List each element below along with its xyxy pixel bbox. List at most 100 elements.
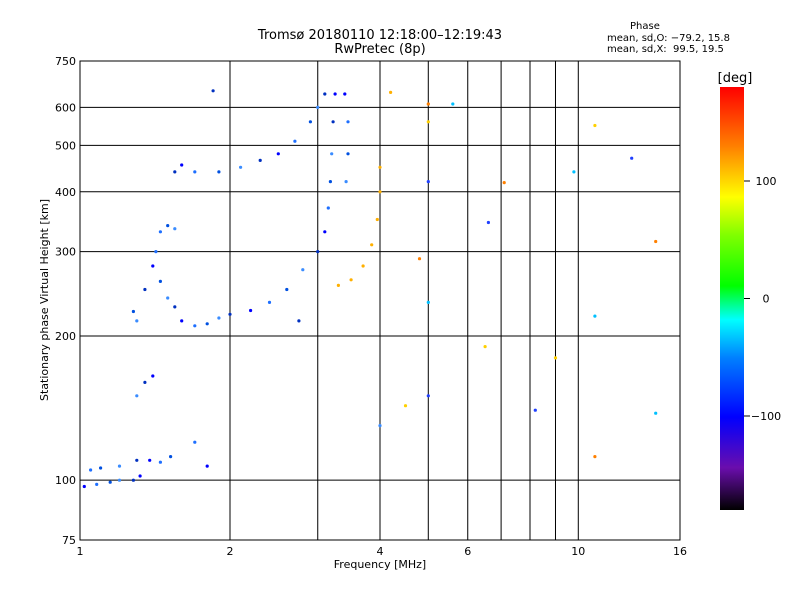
y-tick-label: 200 bbox=[55, 330, 76, 343]
data-point bbox=[154, 250, 158, 254]
data-point bbox=[654, 239, 658, 244]
data-point bbox=[316, 250, 320, 254]
data-point bbox=[326, 206, 330, 210]
chart-subtitle: RwPretec (8p) bbox=[334, 42, 426, 57]
data-point bbox=[158, 460, 162, 464]
y-axis-label: Stationary phase Virtual Height [km] bbox=[38, 199, 51, 401]
data-point bbox=[158, 279, 162, 283]
data-point bbox=[483, 345, 487, 349]
data-point bbox=[330, 152, 334, 156]
y-tick-label: 750 bbox=[55, 55, 76, 68]
data-point bbox=[502, 181, 506, 185]
data-point bbox=[166, 296, 170, 300]
data-point bbox=[361, 264, 365, 268]
data-point bbox=[630, 156, 634, 160]
data-point bbox=[301, 268, 305, 272]
data-point bbox=[217, 316, 221, 320]
data-point bbox=[193, 324, 197, 328]
data-point bbox=[135, 458, 139, 462]
data-point bbox=[316, 105, 320, 109]
data-point bbox=[138, 474, 142, 478]
data-point bbox=[323, 230, 327, 234]
data-point bbox=[131, 309, 135, 314]
data-point bbox=[293, 139, 297, 143]
y-tick-label: 500 bbox=[55, 139, 76, 152]
data-point bbox=[193, 440, 197, 444]
y-tick-label: 400 bbox=[55, 186, 76, 199]
data-point bbox=[343, 92, 347, 96]
data-point bbox=[239, 165, 243, 169]
data-point bbox=[378, 424, 382, 428]
plot-frame bbox=[79, 60, 681, 541]
data-point bbox=[151, 264, 155, 268]
tick-labels: 1 2 4 6 10 16 75 100 200 300 400 500 600 750 bbox=[55, 55, 687, 558]
data-point bbox=[151, 374, 155, 378]
x-tick-label: 2 bbox=[227, 545, 234, 558]
y-tick-label: 300 bbox=[55, 246, 76, 259]
data-point bbox=[389, 90, 393, 94]
data-point bbox=[403, 404, 408, 408]
y-tick-label: 100 bbox=[55, 474, 76, 487]
data-point bbox=[117, 464, 122, 468]
data-point bbox=[82, 484, 86, 489]
data-point bbox=[193, 170, 197, 174]
x-tick-label: 1 bbox=[77, 545, 84, 558]
data-point bbox=[173, 227, 177, 231]
y-tick-label: 75 bbox=[62, 534, 76, 547]
data-points bbox=[82, 89, 658, 489]
data-point bbox=[344, 180, 348, 184]
y-tick-label: 600 bbox=[55, 101, 76, 114]
x-tick-label: 16 bbox=[673, 545, 687, 558]
data-point bbox=[308, 120, 312, 124]
data-point bbox=[370, 243, 374, 247]
data-point bbox=[378, 165, 382, 169]
data-point bbox=[258, 158, 262, 162]
colorbar bbox=[720, 87, 744, 510]
phase-title: Phase bbox=[630, 21, 660, 32]
data-point bbox=[143, 380, 147, 384]
phase-stat-o: mean, sd,O: −79.2, 15.8 bbox=[607, 33, 730, 44]
data-point bbox=[426, 120, 430, 124]
data-point bbox=[158, 230, 162, 234]
data-point bbox=[205, 322, 209, 326]
data-point bbox=[331, 120, 335, 124]
x-tick-label: 6 bbox=[464, 545, 471, 558]
data-point bbox=[593, 123, 597, 128]
data-point bbox=[572, 170, 576, 174]
phase-stat-x: mean, sd,X: 99.5, 19.5 bbox=[607, 44, 724, 55]
data-point bbox=[169, 455, 173, 459]
data-point bbox=[205, 464, 209, 468]
data-point bbox=[180, 319, 184, 323]
data-point bbox=[148, 458, 152, 462]
data-point bbox=[135, 394, 139, 398]
data-point bbox=[108, 480, 112, 484]
data-point bbox=[426, 300, 430, 304]
data-point bbox=[180, 163, 184, 167]
data-point bbox=[426, 180, 430, 184]
data-point bbox=[276, 152, 280, 156]
data-point bbox=[217, 170, 221, 174]
colorbar-tick-label: −100 bbox=[751, 410, 781, 423]
x-axis-label: Frequency [MHz] bbox=[334, 558, 426, 571]
x-tick-label: 10 bbox=[571, 545, 585, 558]
colorbar-tick-label: 100 bbox=[756, 175, 777, 188]
data-point bbox=[333, 92, 337, 96]
x-tick-label: 4 bbox=[377, 545, 384, 558]
data-point bbox=[417, 257, 422, 261]
data-point bbox=[654, 411, 658, 415]
data-point bbox=[553, 356, 558, 360]
data-point bbox=[249, 308, 253, 313]
data-point bbox=[336, 283, 340, 287]
data-point bbox=[346, 120, 350, 124]
data-point bbox=[99, 466, 103, 470]
data-point bbox=[323, 92, 327, 96]
data-point bbox=[95, 482, 99, 486]
data-point bbox=[593, 455, 597, 459]
data-point bbox=[426, 102, 430, 106]
data-point bbox=[378, 190, 382, 194]
data-point bbox=[533, 408, 537, 412]
data-point bbox=[131, 478, 135, 482]
data-point bbox=[89, 468, 93, 472]
data-point bbox=[486, 220, 490, 225]
